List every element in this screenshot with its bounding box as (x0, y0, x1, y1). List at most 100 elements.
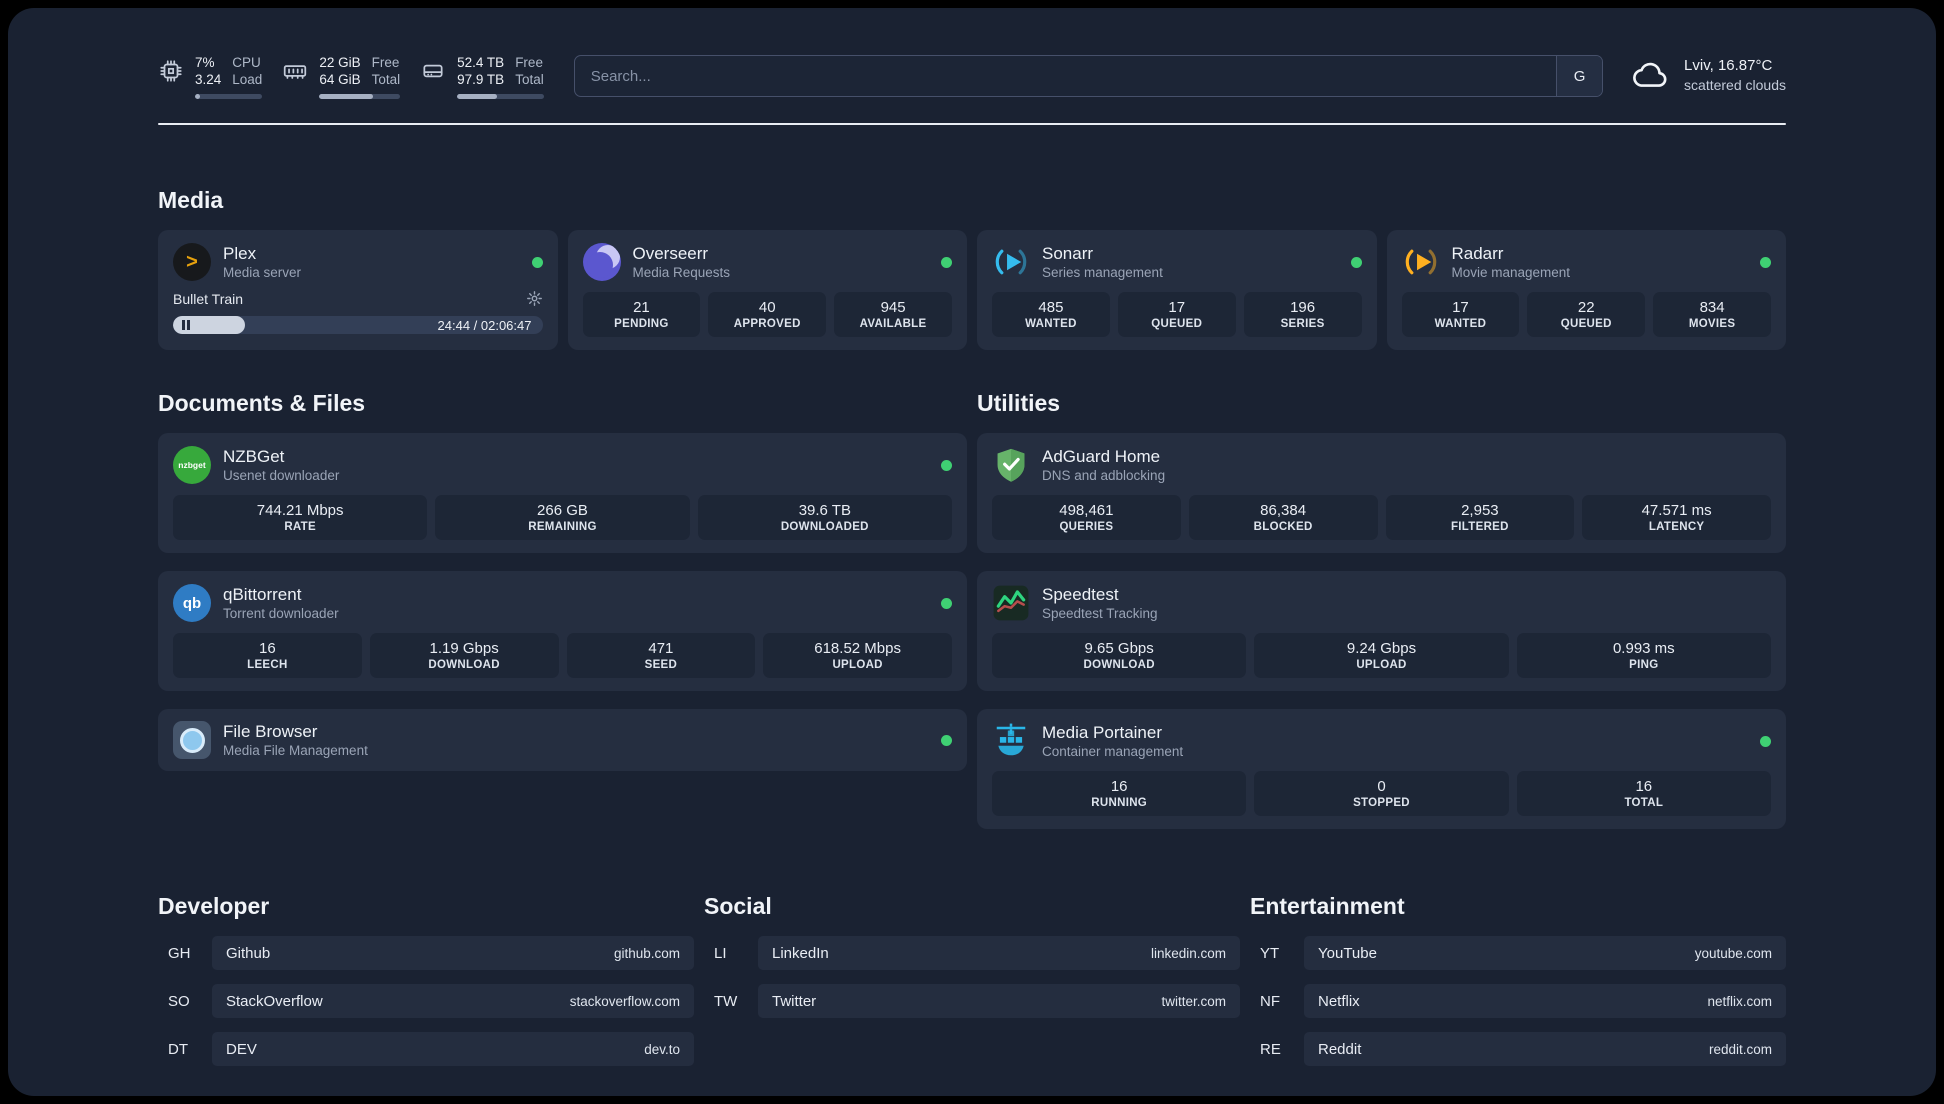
stat-tile-wanted: 17 WANTED (1401, 292, 1520, 337)
app-name: AdGuard Home (1042, 447, 1161, 466)
radarr-icon (1402, 243, 1440, 281)
stat-tile-ping: 0.993 ms PING (1516, 633, 1771, 678)
app-card-radarr[interactable]: Radarr Movie management 17 WANTED 22 QUE… (1386, 230, 1786, 350)
ram-progress-bar (319, 94, 401, 99)
stat-tile-seed: 471 SEED (566, 633, 756, 678)
status-dot (1760, 735, 1771, 747)
stat-tile-filtered: 2,953 FILTERED (1385, 495, 1575, 540)
app-card-sonarr[interactable]: Sonarr Series management 485 WANTED 17 Q… (977, 230, 1377, 350)
sonarr-icon (992, 243, 1030, 281)
gear-icon[interactable] (526, 290, 543, 307)
app-subtitle: Torrent downloader (223, 606, 339, 621)
bookmark-link-netflix[interactable]: NF Netflix netflix.com (1250, 984, 1786, 1018)
app-card-plex[interactable]: > Plex Media server Bullet Train (158, 230, 558, 350)
app-name: Media Portainer (1042, 723, 1163, 742)
speedtest-icon (992, 584, 1030, 622)
app-name: qBittorrent (223, 585, 302, 604)
overseerr-icon (582, 243, 621, 281)
disk-free-value: 52.4 TB (457, 55, 505, 70)
stat-tile-upload: 618.52 Mbps UPLOAD (763, 633, 952, 678)
app-name: Sonarr (1042, 244, 1094, 263)
app-card-nzbget[interactable]: nzbget NZBGet Usenet downloader 744.21 M… (158, 433, 967, 553)
cpu-usage-label: CPU (232, 55, 261, 70)
app-card-qbittorrent[interactable]: qb qBittorrent Torrent downloader 16 LEE… (158, 571, 967, 691)
bookmark-link-stackoverflow[interactable]: SO StackOverflow stackoverflow.com (158, 984, 694, 1018)
app-name: Radarr (1451, 244, 1504, 263)
app-name: File Browser (223, 722, 318, 741)
disk-monitor: 52.4 TB 97.9 TB Free Total (420, 54, 544, 99)
app-subtitle: Speedtest Tracking (1042, 606, 1158, 621)
search-provider-button[interactable]: G (1556, 56, 1603, 96)
weather-location: Lviv, 16.87°C (1684, 57, 1773, 74)
app-subtitle: Media Requests (632, 265, 731, 280)
app-card-speedtest[interactable]: Speedtest Speedtest Tracking 9.65 Gbps D… (977, 571, 1786, 691)
app-subtitle: Container management (1042, 744, 1184, 759)
cpu-usage-value: 7% (195, 55, 215, 70)
status-dot (941, 597, 952, 609)
media-grid: > Plex Media server Bullet Train (158, 230, 1786, 350)
app-card-adguard[interactable]: AdGuard Home DNS and adblocking 498,461 … (977, 433, 1786, 553)
stat-tile-queued: 22 QUEUED (1527, 292, 1646, 337)
bookmark-group-social: Social LI LinkedIn linkedin.com TW Twitt… (704, 893, 1240, 1080)
header: 7% 3.24 CPU Load (158, 54, 1786, 99)
plex-now-playing: Bullet Train (173, 290, 244, 307)
cpu-progress-bar (195, 94, 263, 99)
bookmark-link-github[interactable]: GH Github github.com (158, 936, 694, 970)
header-divider (158, 123, 1786, 125)
bookmark-link-reddit[interactable]: RE Reddit reddit.com (1250, 1032, 1786, 1066)
stat-tile-download: 9.65 Gbps DOWNLOAD (992, 633, 1247, 678)
bookmark-link-youtube[interactable]: YT YouTube youtube.com (1250, 936, 1786, 970)
section-title-developer: Developer (158, 893, 270, 919)
disk-total-label: Total (515, 72, 544, 87)
app-name: Speedtest (1042, 585, 1119, 604)
plex-playback-time: 24:44 / 02:06:47 (437, 317, 532, 333)
stat-tile-movies: 834 MOVIES (1653, 292, 1771, 337)
cpu-monitor: 7% 3.24 CPU Load (158, 54, 263, 99)
app-card-portainer[interactable]: Media Portainer Container management 16 … (977, 709, 1786, 829)
stat-tile-download: 1.19 Gbps DOWNLOAD (369, 633, 559, 678)
dashboard-content: 7% 3.24 CPU Load (158, 8, 1786, 1080)
ram-total-value: 64 GiB (319, 72, 361, 87)
plex-progress-bar: 24:44 / 02:06:47 (173, 316, 543, 334)
status-dot (941, 256, 952, 268)
stat-tile-wanted: 485 WANTED (992, 292, 1110, 337)
section-title-documents: Documents & Files (158, 390, 366, 416)
app-subtitle: Usenet downloader (223, 468, 340, 483)
search-bar: G (573, 55, 1604, 97)
bookmark-group-entertainment: Entertainment YT YouTube youtube.com NF … (1250, 893, 1786, 1080)
stat-tile-available: 945 AVAILABLE (834, 292, 952, 337)
qbittorrent-icon: qb (173, 584, 211, 622)
app-name: Overseerr (632, 244, 709, 263)
section-title-social: Social (704, 893, 772, 919)
disk-total-value: 97.9 TB (457, 72, 505, 87)
stat-tile-series: 196 SERIES (1243, 292, 1362, 337)
app-card-overseerr[interactable]: Overseerr Media Requests 21 PENDING 40 A… (567, 230, 967, 350)
stat-tile-pending: 21 PENDING (582, 292, 701, 337)
stat-tile-queries: 498,461 QUERIES (992, 495, 1181, 540)
stat-tile-stopped: 0 STOPPED (1254, 771, 1509, 816)
status-dot (941, 734, 952, 746)
stat-tile-blocked: 86,384 BLOCKED (1188, 495, 1378, 540)
app-subtitle: Movie management (1451, 265, 1571, 280)
plex-icon: > (173, 243, 211, 281)
app-subtitle: DNS and adblocking (1042, 468, 1166, 483)
cpu-load-value: 3.24 (195, 72, 222, 87)
cpu-chip-icon (158, 58, 184, 84)
pause-icon (182, 320, 190, 330)
status-dot (1760, 256, 1771, 268)
adguard-icon (992, 446, 1030, 484)
search-input[interactable] (574, 67, 1557, 85)
bookmark-group-developer: Developer GH Github github.com SO StackO… (158, 893, 694, 1080)
app-name: Plex (223, 244, 257, 263)
bookmark-link-dev[interactable]: DT DEV dev.to (158, 1032, 694, 1066)
stat-tile-remaining: 266 GB REMAINING (435, 495, 690, 540)
app-card-filebrowser[interactable]: File Browser Media File Management (158, 709, 967, 771)
disk-free-label: Free (515, 55, 543, 70)
stat-tile-queued: 17 QUEUED (1117, 292, 1236, 337)
bookmark-link-linkedin[interactable]: LI LinkedIn linkedin.com (704, 936, 1240, 970)
bookmark-link-twitter[interactable]: TW Twitter twitter.com (704, 984, 1240, 1018)
nzbget-icon: nzbget (173, 446, 211, 484)
memory-icon (282, 58, 308, 84)
ram-free-value: 22 GiB (319, 55, 361, 70)
ram-total-label: Total (371, 72, 401, 87)
